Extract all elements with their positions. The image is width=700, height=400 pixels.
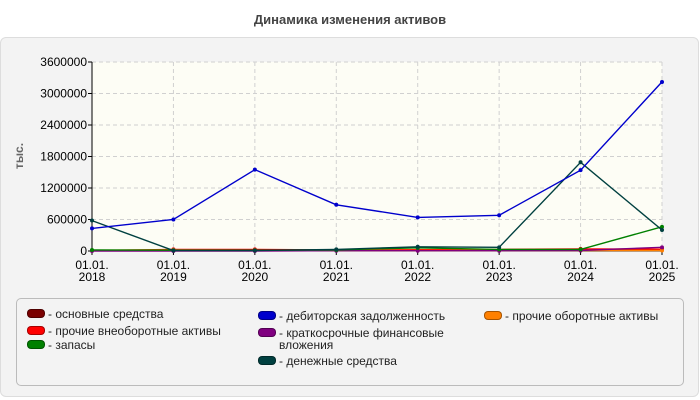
data-point (334, 202, 339, 207)
series-lines (90, 79, 664, 253)
series-line (91, 81, 663, 230)
x-tick-label: 01.01. 2020 (238, 258, 271, 284)
legend-swatch (27, 309, 45, 318)
legend-item-cash: - денежные средства (258, 355, 397, 367)
y-tick-label: 600000 (47, 213, 87, 227)
legend-label: - запасы (48, 338, 96, 352)
legend-item-other-noncurrent: - прочие внеоборотные активы (27, 325, 221, 337)
x-tick-label: 01.01. 2022 (401, 258, 434, 284)
y-tick-label: 1200000 (40, 181, 87, 195)
data-point (578, 168, 583, 173)
y-axis-label: тыс. (12, 143, 26, 169)
legend-label-text: - краткосрочные финансовые вложения (279, 326, 444, 352)
data-point (415, 215, 420, 220)
legend-item-short-term-investments: - краткосрочные финансовые вложения (258, 327, 479, 351)
x-tick-labels: 01.01. 2018 01.01. 2019 01.01. 2020 01.01. 2021… (75, 251, 679, 284)
legend-swatch (258, 328, 276, 337)
x-tick-label: 01.01. 2025 (645, 258, 678, 284)
grid-lines (92, 61, 663, 251)
x-tick-label: 01.01. 2018 (75, 258, 108, 284)
data-point (252, 167, 257, 172)
legend-swatch (27, 340, 45, 349)
legend-swatch (484, 311, 502, 320)
data-point (660, 79, 664, 84)
data-point (415, 244, 420, 249)
legend-label: - прочие оборотные активы (505, 309, 659, 323)
legend-label: - краткосрочные финансовые вложения (279, 327, 479, 351)
legend-label: - основные средства (48, 307, 164, 321)
legend-item-receivables: - дебиторская задолженность (258, 310, 445, 322)
legend-label: - дебиторская задолженность (279, 309, 446, 323)
legend-swatch (258, 356, 276, 365)
y-tick-label: 3600000 (40, 55, 87, 69)
y-tick-label: 1800000 (40, 150, 87, 164)
x-tick-label: 01.01. 2024 (564, 258, 597, 284)
chart-title: Динамика изменения активов (253, 12, 447, 27)
x-tick-label: 01.01. 2019 (157, 258, 190, 284)
x-tick-label: 01.01. 2021 (320, 258, 353, 284)
data-point (415, 248, 420, 253)
legend-swatch (258, 311, 276, 320)
data-point (578, 247, 583, 252)
legend-label: - денежные средства (279, 354, 397, 368)
legend-item-other-current: - прочие оборотные активы (484, 310, 658, 322)
legend-label: - прочие внеоборотные активы (48, 324, 221, 338)
y-tick-label: 0 (80, 244, 87, 258)
data-point (497, 245, 502, 250)
data-point (171, 248, 176, 253)
data-point (90, 218, 94, 223)
data-point (90, 226, 94, 231)
data-point (660, 224, 664, 229)
data-point (252, 248, 257, 253)
data-point (497, 213, 502, 218)
data-point (660, 228, 664, 232)
legend-swatch (27, 326, 45, 335)
legend-item-inventory: - запасы (27, 339, 95, 351)
data-point (90, 247, 94, 252)
legend-item-fixed-assets: - основные средства (27, 308, 163, 320)
y-tick-labels: 0 600000 1200000 1800000 2400000 3000000 36000… (40, 55, 92, 258)
chart-plot: 0 600000 1200000 1800000 2400000 3000000 36000… (12, 55, 679, 284)
data-point (171, 217, 176, 222)
y-tick-label: 3000000 (40, 87, 87, 101)
legend: - основные средства - прочие внеоборотны… (16, 298, 684, 386)
x-tick-label: 01.01. 2023 (482, 258, 515, 284)
data-point (334, 247, 339, 252)
data-point (660, 245, 664, 250)
series-line (91, 161, 663, 252)
data-point (578, 160, 583, 165)
data-point (660, 248, 664, 253)
y-tick-label: 2400000 (40, 118, 87, 132)
